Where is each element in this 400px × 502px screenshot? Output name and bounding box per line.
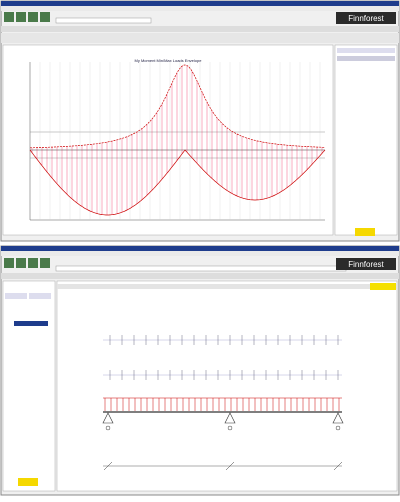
- status-icon: [18, 478, 38, 486]
- toolbar-button[interactable]: [16, 12, 26, 22]
- support: [102, 412, 114, 424]
- toolbar-button[interactable]: [28, 12, 38, 22]
- logo-box: [336, 258, 396, 270]
- tree-panel: [2, 280, 56, 492]
- project-field[interactable]: [55, 17, 152, 24]
- title-bar: [1, 246, 399, 251]
- toolbar-button[interactable]: [28, 258, 38, 268]
- support: [332, 412, 344, 424]
- diagram-header: [57, 284, 397, 289]
- toolbar-button[interactable]: [4, 12, 14, 22]
- toolbar-button[interactable]: [40, 12, 50, 22]
- beam-diagram: [102, 335, 344, 471]
- moment-chart: [29, 62, 326, 221]
- options-bar: [1, 33, 399, 43]
- title-bar: [1, 1, 399, 6]
- support-pin: [335, 425, 341, 431]
- side-panel: [334, 44, 398, 236]
- support-pin: [227, 425, 233, 431]
- side-panel-row: [337, 56, 395, 61]
- upper-envelope: [30, 64, 326, 149]
- diagram-panel: [56, 280, 398, 492]
- menu-bar: [1, 251, 399, 256]
- support-pin: [105, 425, 111, 431]
- toolbar-button[interactable]: [16, 258, 26, 268]
- tab-bar: [1, 273, 399, 279]
- lower-envelope: [29, 149, 326, 216]
- toolbar-button[interactable]: [40, 258, 50, 268]
- side-panel-header: [337, 48, 395, 53]
- menu-bar: [1, 6, 399, 11]
- logo: Finnforest: [348, 260, 384, 269]
- logo-box: [336, 12, 396, 24]
- logo: Finnforest: [348, 14, 384, 23]
- tab-bar: [1, 26, 399, 32]
- top-window: Finnforest My Moment Min/Max Loads Envel…: [0, 0, 400, 242]
- toolbar-button[interactable]: [4, 258, 14, 268]
- header-button[interactable]: [370, 283, 396, 290]
- tree-button[interactable]: [5, 293, 27, 299]
- chart-title: My Moment Min/Max Loads Envelope: [135, 58, 203, 63]
- tree-selected[interactable]: [14, 321, 48, 326]
- project-field[interactable]: [55, 265, 347, 272]
- status-icon: [355, 228, 375, 236]
- toolbar: Finnforest: [4, 12, 396, 24]
- tree-button[interactable]: [29, 293, 51, 299]
- support: [224, 412, 236, 424]
- chart-panel: [2, 44, 334, 236]
- bottom-window: Finnforest: [0, 245, 400, 496]
